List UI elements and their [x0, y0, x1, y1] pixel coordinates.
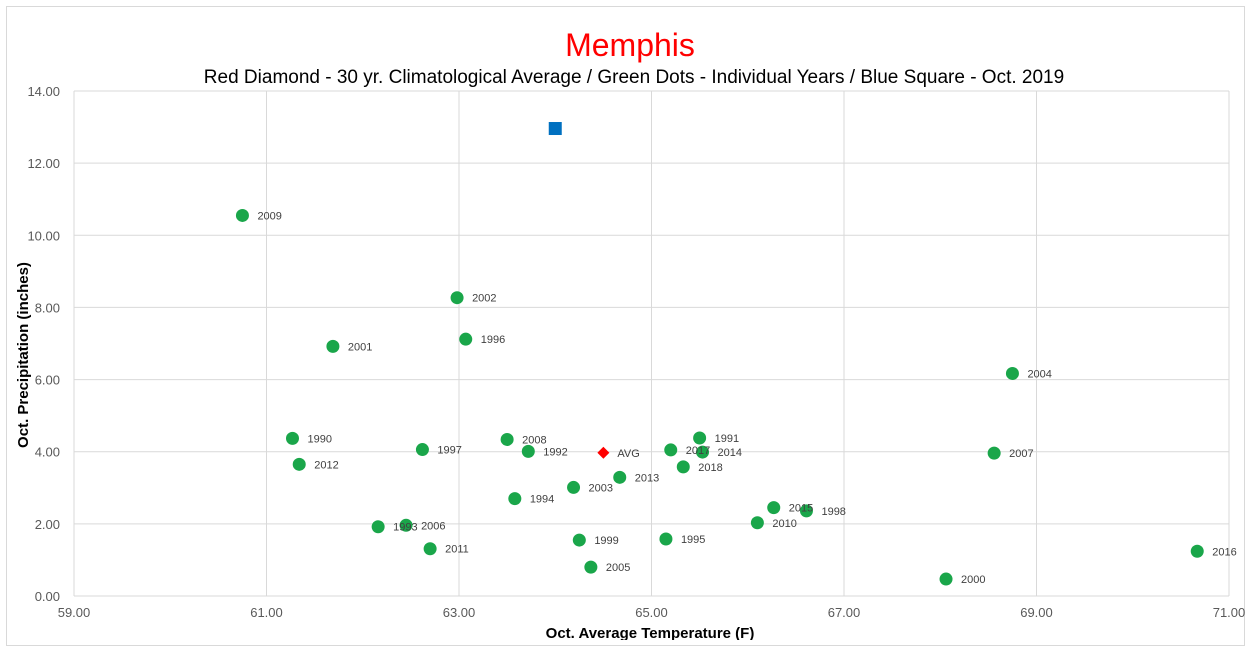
x-tick-label: 67.00: [828, 605, 861, 620]
average-point: [597, 446, 610, 459]
y-tick-label: 2.00: [35, 517, 60, 532]
point-label: 1995: [681, 534, 705, 546]
chart-subtitle: Red Diamond - 30 yr. Climatological Aver…: [204, 67, 1064, 88]
y-tick-label: 14.00: [27, 84, 60, 99]
year-point: [415, 443, 429, 457]
point-label: 1992: [543, 446, 567, 458]
point-label: 1996: [481, 334, 505, 346]
point-label: 2003: [589, 482, 613, 494]
year-point: [1005, 366, 1019, 380]
year-point: [939, 572, 953, 586]
y-tick-label: 6.00: [35, 373, 60, 388]
y-tick-label: 8.00: [35, 300, 60, 315]
year-point: [572, 533, 586, 547]
point-label: 1991: [715, 433, 739, 445]
data-points: [235, 122, 1204, 586]
x-axis-title: Oct. Average Temperature (F): [546, 625, 755, 640]
point-label: 2008: [522, 434, 546, 446]
point-label: 2006: [421, 520, 445, 532]
year-point: [326, 339, 340, 353]
chart-title: Memphis: [565, 27, 695, 63]
y-tick-label: 0.00: [35, 589, 60, 604]
year-point: [613, 470, 627, 484]
year-point: [285, 431, 299, 445]
x-tick-label: 61.00: [250, 605, 283, 620]
year-point: [664, 443, 678, 457]
year-point: [399, 518, 413, 532]
point-label: 2012: [314, 459, 338, 471]
point-label: 2013: [635, 472, 659, 484]
year-point: [767, 501, 781, 515]
year-point: [423, 542, 437, 556]
point-label: 2014: [718, 447, 742, 459]
year-point: [450, 291, 464, 305]
year-point: [799, 504, 813, 518]
x-tick-label: 59.00: [58, 605, 91, 620]
point-label: 2009: [257, 210, 281, 222]
point-label: 1997: [437, 445, 461, 457]
point-label: 2011: [445, 544, 469, 556]
y-tick-label: 10.00: [27, 228, 60, 243]
x-tick-label: 69.00: [1020, 605, 1053, 620]
grid-lines: [73, 90, 1230, 597]
year-point: [292, 457, 306, 471]
point-label: 2016: [1212, 546, 1236, 558]
axis-ticks: 59.00 61.00 63.00 65.00 67.00 69.00 71.00 0.00 2…: [27, 84, 1245, 620]
year-point: [235, 208, 249, 222]
point-label: AVG: [617, 448, 639, 460]
y-axis-title: Oct. Precipitation (inches): [15, 262, 32, 448]
y-tick-label: 12.00: [27, 156, 60, 171]
point-label: 2018: [698, 462, 722, 474]
point-label: 2005: [606, 562, 630, 574]
x-tick-label: 63.00: [443, 605, 476, 620]
year-point: [500, 432, 514, 446]
point-labels: 2009 2002 1996 2001 2004 1990 2008 1991 1997 1992…: [257, 210, 1236, 586]
point-label: 2004: [1027, 368, 1051, 380]
point-label: 2007: [1009, 448, 1033, 460]
year-point: [750, 516, 764, 530]
y-tick-label: 4.00: [35, 445, 60, 460]
point-label: 2001: [348, 341, 372, 353]
year-point: [696, 445, 710, 459]
year-point: [693, 431, 707, 445]
point-label: 1994: [530, 494, 554, 506]
point-label: 2010: [772, 518, 796, 530]
current-year-point: [548, 122, 562, 136]
point-label: 2002: [472, 293, 496, 305]
year-point: [567, 480, 581, 494]
x-tick-label: 65.00: [635, 605, 668, 620]
point-label: 2015: [789, 503, 813, 515]
x-tick-label: 71.00: [1213, 605, 1246, 620]
point-label: 1990: [307, 433, 331, 445]
year-point: [659, 532, 673, 546]
year-point: [521, 444, 535, 458]
year-point: [987, 446, 1001, 460]
point-label: 1993: [393, 522, 417, 534]
point-label: 1998: [821, 506, 845, 518]
point-label: 2000: [961, 574, 985, 586]
year-point: [371, 520, 385, 534]
year-point: [676, 460, 690, 474]
year-point: [508, 492, 522, 506]
point-label: 1999: [594, 535, 618, 547]
year-point: [584, 560, 598, 574]
year-point: [1190, 544, 1204, 558]
year-point: [459, 332, 473, 346]
point-label: 2017: [686, 445, 710, 457]
